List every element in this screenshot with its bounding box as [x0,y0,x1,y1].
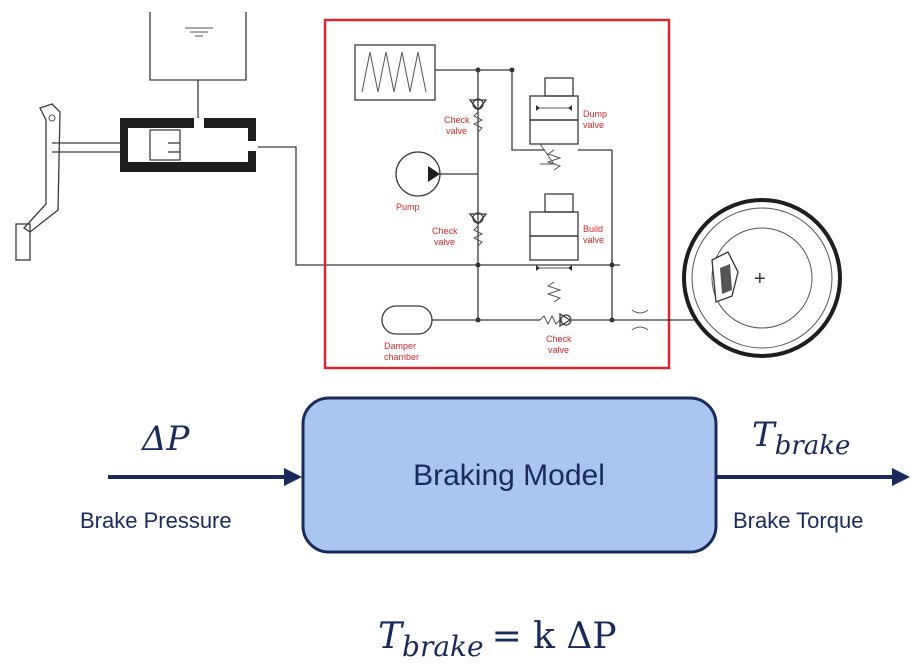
svg-text:valve: valve [548,345,569,355]
svg-text:Check: Check [432,226,458,236]
check-valve-top-symbol [468,99,488,112]
braking-model-label: Braking Model [413,459,605,492]
svg-text:Dump: Dump [583,109,607,119]
output-arrow [716,468,910,486]
reservoir [149,12,247,118]
check-valve-bottom-symbol [539,312,612,328]
input-symbol: ΔP [140,419,191,459]
svg-text:valve: valve [446,126,467,136]
wheel-brake: + [682,198,842,358]
svg-text:Check: Check [444,115,470,125]
braking-model-block: Braking Model [301,396,718,554]
output-symbol: Tbrake [752,415,850,461]
abs-module-frame [323,18,671,370]
brake-torque-equation: Tbrake = k ΔP [378,616,617,663]
check-valve-mid-symbol [468,213,488,226]
wheel-center-mark: + [754,268,766,290]
svg-text:valve: valve [583,235,604,245]
svg-text:Pump: Pump [396,202,420,212]
svg-text:chamber: chamber [384,352,419,362]
damper-chamber-symbol [381,305,540,335]
dump-valve-symbol [529,77,579,171]
build-valve-symbol [529,149,615,323]
input-arrow [108,468,302,486]
svg-text:valve: valve [434,237,455,247]
pump-symbol [395,151,478,197]
svg-text:valve: valve [583,120,604,130]
abs-hydraulic-circuit: Check valve Pump Check valve Dump valve … [354,44,700,362]
svg-text:Check: Check [546,334,572,344]
output-label: Brake Torque [733,508,863,533]
input-label: Brake Pressure [80,508,232,533]
svg-text:Build: Build [583,224,603,234]
svg-text:Damper: Damper [384,341,416,351]
master-cylinder [120,118,620,266]
